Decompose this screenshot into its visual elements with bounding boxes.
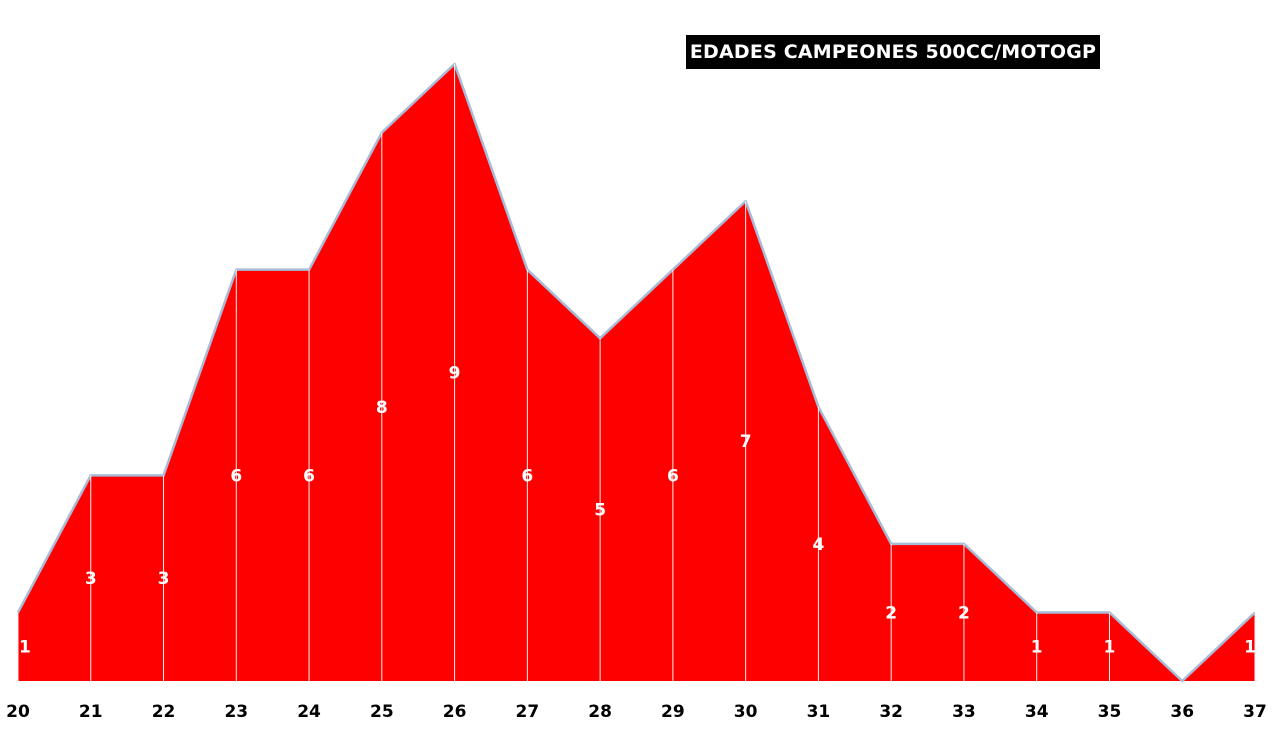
x-tick-label: 27 (516, 702, 540, 722)
x-tick-label: 31 (807, 702, 831, 722)
x-tick-label: 28 (588, 702, 612, 722)
data-label: 6 (230, 466, 242, 486)
chart-title-box: EDADES CAMPEONES 500CC/MOTOGP (686, 35, 1100, 69)
drop-lines (17, 64, 1256, 681)
series-line (16, 62, 1256, 683)
area-layer (16, 62, 1256, 683)
area-fill (18, 64, 1255, 681)
data-label: 2 (885, 603, 897, 623)
data-label: 8 (376, 398, 388, 418)
x-tick-label: 35 (1098, 702, 1122, 722)
data-label: 1 (19, 638, 31, 658)
x-tick-label: 24 (297, 702, 321, 722)
data-label: 6 (521, 466, 533, 486)
x-tick-label: 37 (1243, 702, 1267, 722)
x-tick-label: 32 (879, 702, 903, 722)
x-tick-label: 34 (1025, 702, 1049, 722)
data-label: 6 (667, 466, 679, 486)
x-tick-label: 21 (79, 702, 103, 722)
data-label: 2 (958, 603, 970, 623)
x-tick-label: 26 (443, 702, 467, 722)
data-label: 3 (85, 569, 97, 589)
x-tick-label: 20 (6, 702, 30, 722)
data-label: 1 (1104, 638, 1116, 658)
data-label: 4 (812, 535, 824, 555)
data-label: 5 (594, 501, 606, 521)
data-label: 7 (740, 432, 752, 452)
data-label: 3 (158, 569, 170, 589)
x-tick-label: 29 (661, 702, 685, 722)
chart-title: EDADES CAMPEONES 500CC/MOTOGP (689, 41, 1097, 63)
x-tick-label: 33 (952, 702, 976, 722)
data-label: 9 (449, 364, 461, 384)
x-axis-ticks: 20 21 22 23 24 25 26 27 28 29 30 31 32 33 34 35 36 37 (6, 702, 1267, 722)
x-tick-label: 22 (152, 702, 176, 722)
x-tick-label: 23 (224, 702, 248, 722)
x-tick-label: 30 (734, 702, 758, 722)
data-label: 6 (303, 466, 315, 486)
x-tick-label: 36 (1170, 702, 1194, 722)
data-label: 1 (1031, 638, 1043, 658)
data-label: 1 (1244, 638, 1256, 658)
data-labels: 1 3 3 6 6 8 9 6 5 6 7 4 2 2 1 1 1 (19, 364, 1256, 658)
x-tick-label: 25 (370, 702, 394, 722)
